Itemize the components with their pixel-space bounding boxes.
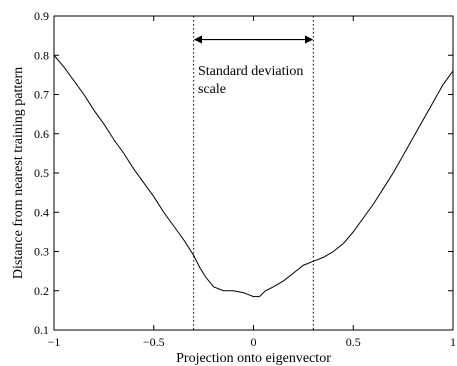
y-tick-label: 0.5 <box>34 166 49 180</box>
y-tick-label: 0.9 <box>34 9 49 23</box>
y-tick-label: 0.6 <box>34 127 49 141</box>
x-tick-label: 1 <box>450 335 456 349</box>
y-tick-label: 0.2 <box>34 284 49 298</box>
x-axis-label: Projection onto eigenvector <box>176 351 331 366</box>
annotation-line-2: scale <box>198 82 226 97</box>
y-axis-label: Distance from nearest training pattern <box>11 67 26 279</box>
x-tick-label: −0.5 <box>143 335 165 349</box>
x-tick-label: 0.5 <box>346 335 361 349</box>
x-axis-ticks: −1 −0.5 0 0.5 1 <box>48 16 456 349</box>
y-tick-label: 0.3 <box>34 245 49 259</box>
annotation-line-1: Standard deviation <box>198 64 303 79</box>
y-tick-label: 0.1 <box>34 323 49 337</box>
distance-curve <box>53 54 454 298</box>
y-tick-label: 0.8 <box>34 48 49 62</box>
y-tick-label: 0.4 <box>34 205 49 219</box>
y-tick-label: 0.7 <box>34 88 49 102</box>
x-tick-label: 0 <box>251 335 257 349</box>
x-tick-label: −1 <box>48 335 61 349</box>
y-axis-ticks: 0.1 0.2 0.3 0.4 0.5 0.6 0.7 0.8 0.9 <box>34 9 453 337</box>
